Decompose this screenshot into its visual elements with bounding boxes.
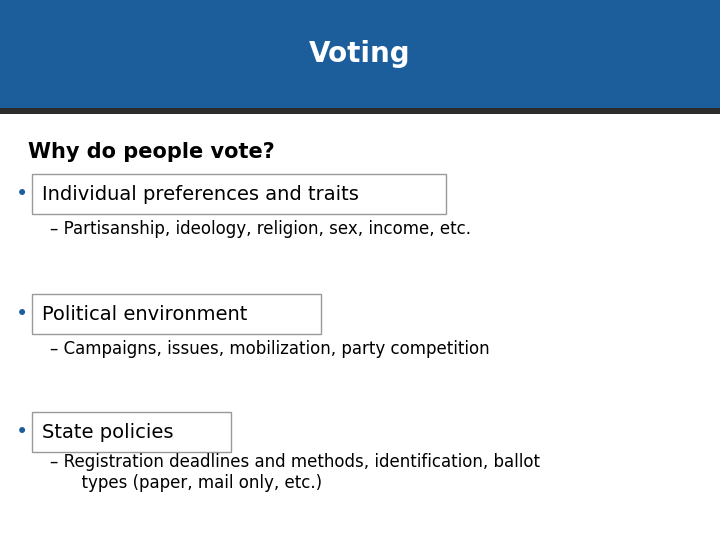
Text: Why do people vote?: Why do people vote? [28, 143, 275, 163]
Text: Individual preferences and traits: Individual preferences and traits [42, 185, 359, 204]
Text: Political environment: Political environment [42, 305, 248, 324]
Text: State policies: State policies [42, 423, 174, 442]
FancyBboxPatch shape [32, 413, 231, 453]
FancyBboxPatch shape [32, 294, 321, 334]
Text: – Partisanship, ideology, religion, sex, income, etc.: – Partisanship, ideology, religion, sex,… [50, 220, 471, 239]
Text: – Registration deadlines and methods, identification, ballot
      types (paper,: – Registration deadlines and methods, id… [50, 453, 540, 492]
Text: •: • [16, 305, 28, 325]
Text: – Campaigns, issues, mobilization, party competition: – Campaigns, issues, mobilization, party… [50, 341, 490, 359]
FancyBboxPatch shape [32, 174, 446, 214]
Text: Voting: Voting [309, 40, 411, 68]
Text: •: • [16, 422, 28, 442]
Text: •: • [16, 185, 28, 205]
